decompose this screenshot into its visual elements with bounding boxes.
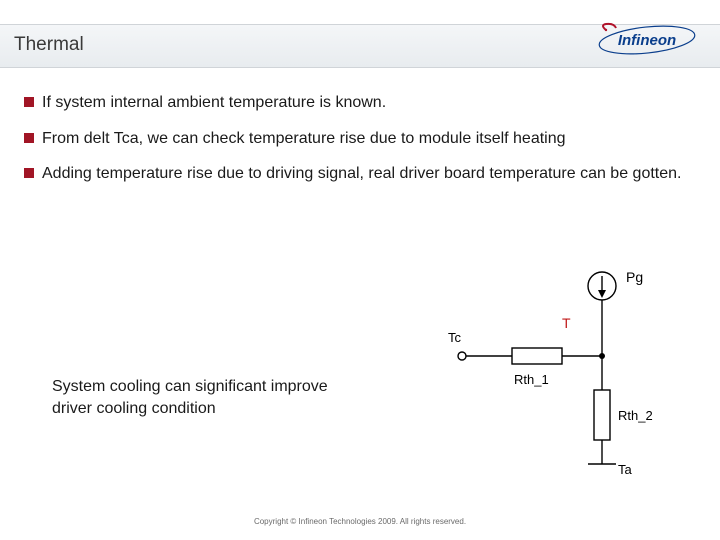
brand-logo: Infineon [592, 22, 702, 60]
thermal-network-diagram: Pg T Rth_1 Tc Rth_2 Ta [412, 260, 672, 480]
label-tc: Tc [448, 330, 462, 345]
label-rth2: Rth_2 [618, 408, 653, 423]
logo-text: Infineon [618, 32, 676, 49]
bullet-text: From delt Tca, we can check temperature … [42, 128, 566, 150]
bullet-marker [24, 133, 34, 143]
bullet-text: Adding temperature rise due to driving s… [42, 163, 681, 185]
note-text: System cooling can significant improve d… [52, 376, 352, 419]
bullet-list: If system internal ambient temperature i… [24, 92, 694, 199]
bullet-marker [24, 97, 34, 107]
page-title: Thermal [14, 34, 84, 56]
bullet-text: If system internal ambient temperature i… [42, 92, 386, 114]
label-rth1: Rth_1 [514, 372, 549, 387]
copyright-footer: Copyright © Infineon Technologies 2009. … [0, 517, 720, 526]
bullet-marker [24, 168, 34, 178]
bullet-item: From delt Tca, we can check temperature … [24, 128, 694, 150]
label-t: T [562, 315, 571, 331]
bullet-item: If system internal ambient temperature i… [24, 92, 694, 114]
bullet-item: Adding temperature rise due to driving s… [24, 163, 694, 185]
label-ta: Ta [618, 462, 633, 477]
label-pg: Pg [626, 269, 643, 285]
